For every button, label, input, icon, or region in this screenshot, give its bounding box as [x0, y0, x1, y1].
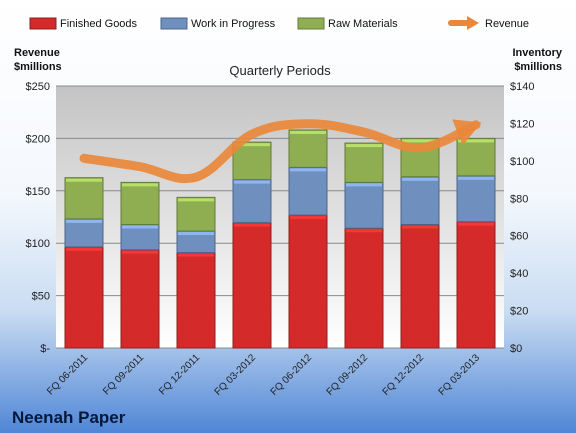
- bar-work-in-progress: [64, 218, 104, 248]
- bar-highlight: [290, 130, 326, 134]
- left-axis-tick-label: $200: [26, 133, 50, 145]
- left-axis-tick-label: $250: [26, 81, 50, 93]
- legend-swatch: [297, 17, 325, 30]
- bar-highlight: [346, 229, 382, 233]
- company-name: Neenah Paper: [12, 408, 126, 427]
- bar-highlight: [290, 168, 326, 172]
- left-axis-ticks: $- $50 $100 $150 $200 $250: [26, 81, 51, 355]
- left-axis-tick-label: $50: [32, 291, 50, 303]
- bar-raw-materials: [288, 129, 328, 168]
- left-axis-label-line1: Revenue: [14, 47, 60, 59]
- left-axis-tick-label: $100: [26, 238, 50, 250]
- bar-work-in-progress: [288, 166, 328, 216]
- bar-highlight: [122, 250, 158, 254]
- bar-highlight: [458, 139, 494, 143]
- revenue-line-arrowhead: [452, 119, 482, 146]
- bar-highlight: [122, 225, 158, 229]
- bar-finished-goods: [288, 214, 328, 349]
- bar-work-in-progress: [400, 176, 440, 225]
- right-axis-tick-label: $40: [510, 268, 528, 280]
- legend-swatch: [29, 17, 57, 30]
- bar-highlight: [402, 139, 438, 143]
- x-axis-tick-label: FQ 09-2011: [101, 352, 146, 397]
- bar-raw-materials: [176, 196, 216, 232]
- x-axis-tick-label: FQ 12-2011: [157, 352, 202, 397]
- bar-highlight: [458, 176, 494, 180]
- x-axis-tick-label: FQ 06-2012: [269, 352, 315, 398]
- bar-finished-goods: [400, 223, 440, 349]
- left-axis-tick-label: $150: [26, 186, 50, 198]
- bar-highlight: [458, 222, 494, 226]
- right-axis-tick-label: $140: [510, 81, 534, 93]
- bar-highlight: [178, 253, 214, 257]
- bar-highlight: [66, 219, 102, 223]
- bar-highlight: [402, 225, 438, 229]
- left-axis-tick-label: $-: [40, 343, 50, 355]
- right-axis-label-line1: Inventory: [512, 47, 562, 59]
- revenue-line-layer: [79, 119, 482, 184]
- right-axis-tick-label: $100: [510, 156, 534, 168]
- right-axis-ticks: $0 $20 $40 $60 $80 $100 $120 $140: [510, 81, 534, 355]
- bar-highlight: [346, 183, 382, 187]
- bar-work-in-progress: [120, 223, 160, 251]
- legend-label: Work in Progress: [191, 18, 276, 30]
- x-axis-labels: FQ 06-2011 FQ 09-2011 FQ 12-2011 FQ 03-2012…: [45, 352, 482, 398]
- bar-finished-goods: [176, 252, 216, 349]
- bar-finished-goods: [64, 246, 104, 349]
- legend: Finished Goods Work in Progress Raw Materi…: [29, 16, 529, 30]
- left-axis-label-line2: $millions: [14, 61, 62, 73]
- bar-work-in-progress: [344, 181, 384, 229]
- chart-title: Quarterly Periods: [229, 63, 331, 78]
- right-axis-tick-label: $20: [510, 306, 528, 318]
- right-axis-tick-label: $120: [510, 118, 534, 130]
- bar-highlight: [66, 247, 102, 251]
- revenue-line: [79, 119, 481, 184]
- x-axis-tick-label: FQ 12-2012: [381, 352, 427, 398]
- bar-raw-materials: [344, 142, 384, 183]
- bar-highlight: [66, 178, 102, 182]
- bar-finished-goods: [232, 222, 272, 349]
- right-axis-tick-label: $60: [510, 231, 528, 243]
- bar-highlight: [290, 216, 326, 220]
- legend-swatch: [160, 17, 188, 30]
- bar-highlight: [234, 143, 270, 147]
- bar-finished-goods: [344, 227, 384, 349]
- right-axis-tick-label: $0: [510, 343, 522, 355]
- bar-work-in-progress: [456, 175, 496, 223]
- right-axis-label-line2: $millions: [514, 61, 562, 73]
- bar-raw-materials: [120, 181, 160, 225]
- legend-label: Raw Materials: [328, 18, 398, 30]
- x-axis-tick-label: FQ 03-2012: [213, 352, 259, 398]
- bar-highlight: [122, 183, 158, 187]
- bar-finished-goods: [456, 221, 496, 349]
- x-axis-tick-label: FQ 09-2012: [325, 352, 371, 398]
- bar-finished-goods: [120, 249, 160, 349]
- legend-swatch-arrow: [467, 16, 479, 30]
- bar-highlight: [402, 177, 438, 181]
- bar-highlight: [234, 223, 270, 227]
- legend-label: Revenue: [485, 18, 529, 30]
- bar-highlight: [178, 198, 214, 202]
- bar-work-in-progress: [232, 179, 272, 224]
- right-axis-tick-label: $80: [510, 193, 528, 205]
- bar-highlight: [346, 144, 382, 148]
- bar-highlight: [178, 232, 214, 236]
- bar-highlight: [234, 180, 270, 184]
- x-axis-tick-label: FQ 03-2013: [437, 352, 483, 398]
- x-axis-tick-label: FQ 06-2011: [45, 352, 90, 397]
- legend-label: Finished Goods: [60, 18, 138, 30]
- bar-raw-materials: [64, 177, 104, 220]
